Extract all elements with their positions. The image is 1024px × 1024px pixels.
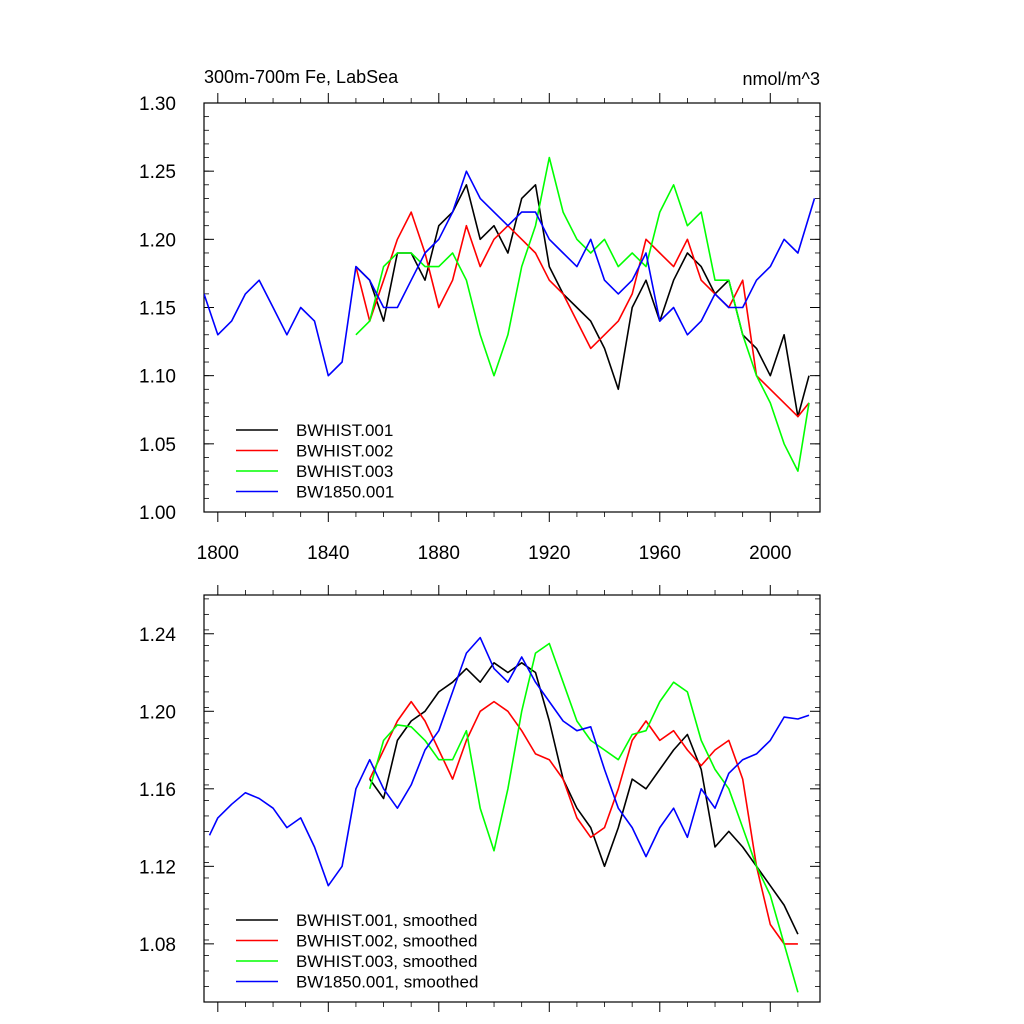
bottom-panel: 1.08 1.12 1.16 1.20 1.24 BWHIST.001, smoothed… — [139, 585, 821, 1012]
top-panel: 300m-700m Fe, LabSea nmol/m^3 1.00 1.05 1.… — [139, 67, 821, 564]
legend-label: BW1850.001, smoothed — [296, 973, 478, 992]
y-tick-label: 1.24 — [139, 625, 176, 646]
y-tick-label: 1.08 — [139, 935, 176, 956]
y-tick-label: 1.15 — [139, 299, 176, 320]
legend-label: BWHIST.002 — [296, 442, 393, 461]
y-tick-label: 1.25 — [139, 162, 176, 183]
series-line-1 — [369, 661, 799, 935]
legend-label: BWHIST.002, smoothed — [296, 932, 477, 951]
x-tick-label: 2000 — [749, 543, 791, 564]
x-tick-label: 1920 — [528, 543, 570, 564]
y-tick-label: 1.10 — [139, 367, 176, 388]
legend-label: BWHIST.003 — [296, 462, 393, 481]
y-tick-label: 1.12 — [139, 857, 176, 878]
x-tick-label: 1840 — [307, 543, 349, 564]
y-tick-label: 1.20 — [139, 702, 176, 723]
series-line-4 — [208, 636, 810, 887]
series-line-3 — [368, 642, 799, 993]
y-tick-label: 1.00 — [139, 503, 176, 524]
legend-label: BWHIST.001, smoothed — [296, 911, 477, 930]
series-line-3 — [355, 156, 810, 472]
series-line-2 — [368, 700, 798, 945]
series-line-1 — [355, 184, 810, 418]
y-tick-label: 1.30 — [139, 94, 176, 115]
series-line-2 — [355, 211, 810, 418]
plot-frame — [203, 594, 821, 1003]
panel-title: 300m-700m Fe, LabSea — [204, 67, 399, 87]
units-label: nmol/m^3 — [743, 69, 820, 89]
legend-label: BWHIST.003, smoothed — [296, 952, 477, 971]
x-tick-label: 1800 — [197, 543, 239, 564]
legend-label: BW1850.001 — [296, 483, 394, 502]
series-line-4 — [204, 170, 816, 377]
y-tick-label: 1.05 — [139, 435, 176, 456]
x-tick-label: 1960 — [639, 543, 681, 564]
x-tick-label: 1880 — [418, 543, 460, 564]
y-tick-label: 1.20 — [139, 230, 176, 251]
y-tick-label: 1.16 — [139, 780, 176, 801]
legend-label: BWHIST.001 — [296, 421, 393, 440]
